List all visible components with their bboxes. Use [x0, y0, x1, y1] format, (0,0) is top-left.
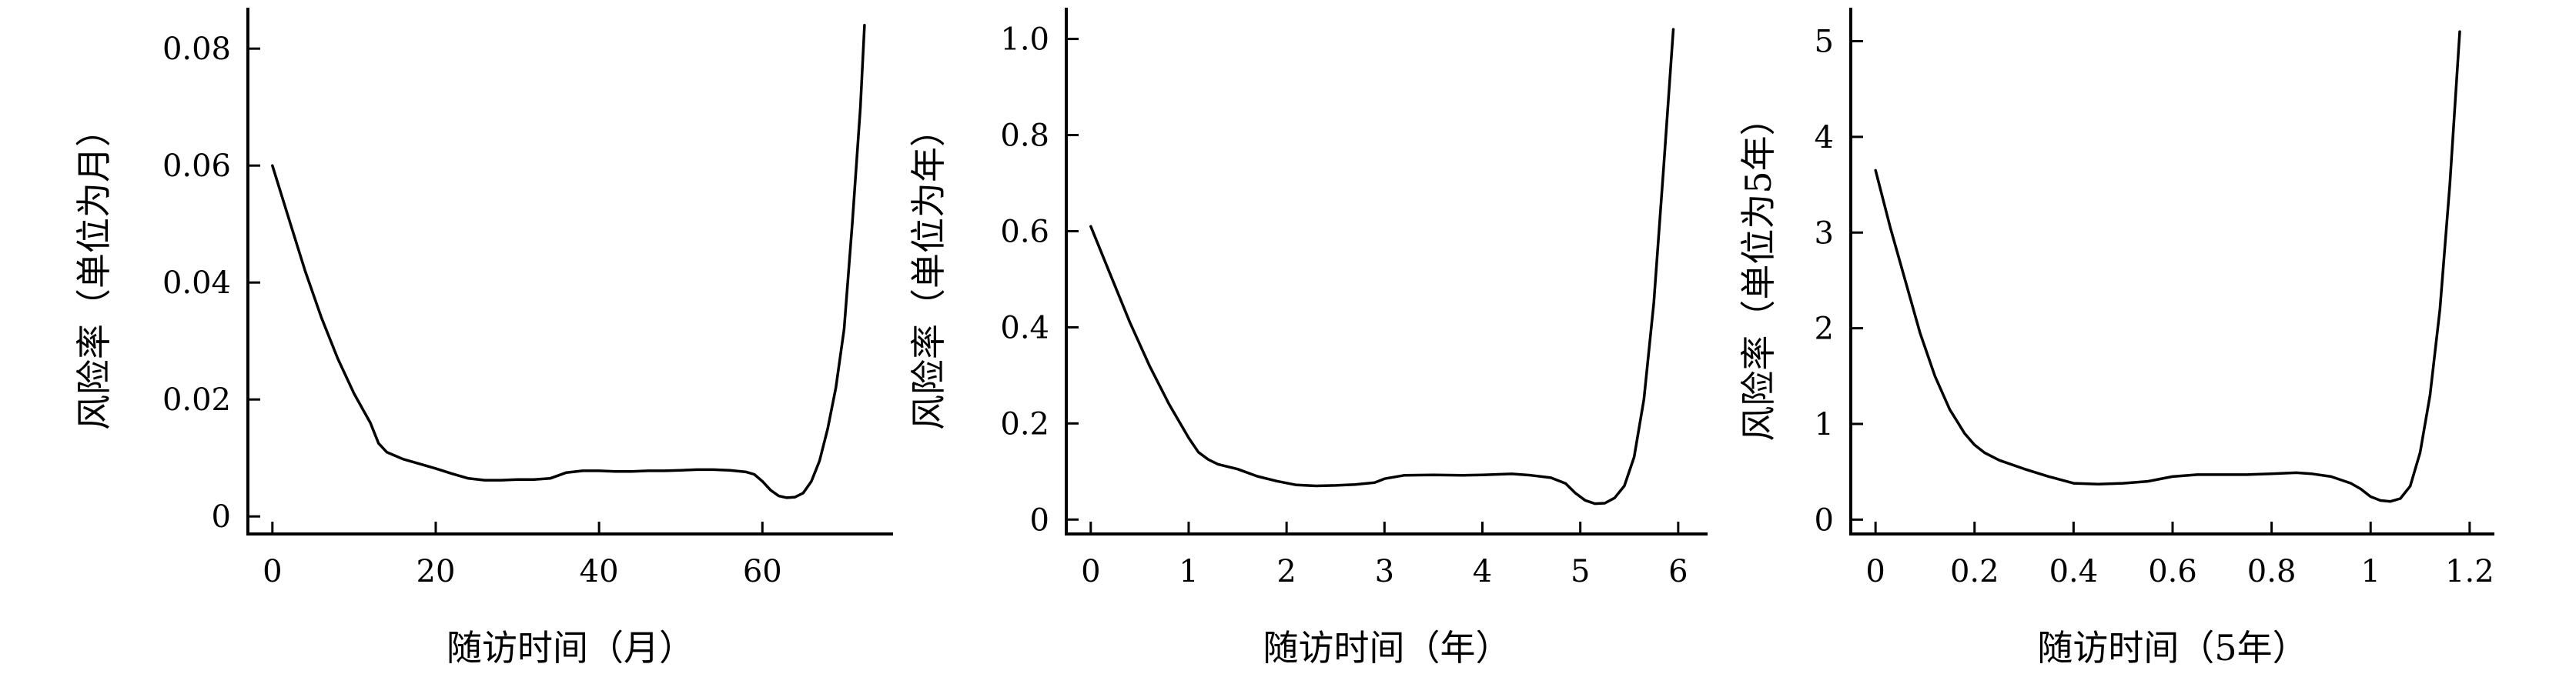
5years-y-tick-label: 0 — [1815, 502, 1834, 538]
years-y-tick-label: 0.8 — [1000, 118, 1049, 154]
5years-x-tick-label: 0.8 — [2247, 554, 2297, 589]
5years-hazard-curve — [1874, 30, 2461, 503]
years-x-tick-label: 2 — [1276, 554, 1296, 589]
5years-x-axis-title: 随访时间（5年） — [2037, 627, 2307, 669]
years-y-tick-label: 0.4 — [1000, 310, 1049, 345]
5years-x-tick-label: 0.4 — [2049, 554, 2099, 589]
years-y-tick-label: 0.6 — [1000, 214, 1049, 249]
years-x-tick-label: 0 — [1081, 554, 1100, 589]
years-y-axis-title: 风险率（单位为年） — [908, 112, 949, 430]
5years-y-axis-title: 风险率（单位为5年） — [1738, 100, 1779, 441]
years-y-tick-label: 0.2 — [1000, 406, 1049, 442]
5years-x-tick-label: 0.6 — [2148, 554, 2197, 589]
5years-y-tick-label: 4 — [1815, 120, 1834, 155]
5years-x-tick-label: 0 — [1865, 554, 1885, 589]
5years-y-tick-label: 3 — [1815, 215, 1834, 251]
years-x-tick-label: 3 — [1375, 554, 1394, 589]
years-hazard-curve — [1089, 28, 1675, 506]
years-x-tick-label: 5 — [1571, 554, 1590, 589]
chart-panel-months: 0 0.02 0.04 0.06 0.08 0 20 40 60 随访时间（月） 风险率（单位为月） — [73, 8, 893, 669]
months-x-tick-label: 0 — [263, 554, 282, 589]
months-x-axis-title: 随访时间（月） — [447, 627, 694, 669]
years-x-axis-title: 随访时间（年） — [1263, 627, 1511, 669]
5years-y-tick-label: 1 — [1815, 407, 1834, 442]
months-x-tick-label: 40 — [580, 554, 619, 589]
5years-x-tick-label: 1.2 — [2445, 554, 2494, 589]
5years-y-tick-label: 2 — [1815, 312, 1834, 347]
months-hazard-curve — [271, 24, 866, 499]
5years-x-tick-label: 0.2 — [1950, 554, 1999, 589]
months-y-tick-label: 0.08 — [162, 32, 231, 67]
months-axes — [246, 8, 893, 536]
months-y-tick-label: 0 — [212, 499, 231, 535]
months-y-tick-label: 0.04 — [162, 265, 231, 301]
years-y-tick-label: 0 — [1030, 502, 1049, 538]
years-x-tick-label: 6 — [1668, 554, 1688, 589]
months-x-tick-label: 20 — [417, 554, 456, 589]
5years-y-tick-label: 5 — [1815, 25, 1834, 60]
months-y-axis-title: 风险率（单位为月） — [73, 112, 115, 430]
months-y-tick-label: 0.02 — [162, 382, 231, 418]
years-y-tick-label: 1.0 — [1000, 22, 1049, 58]
chart-panel-5years: 0 1 2 3 4 5 0 0.2 0.4 0.6 0.8 1 1.2 随访时间（5年） 风险率（单位为5年… — [1738, 8, 2494, 669]
years-axes — [1065, 8, 1708, 536]
5years-axes — [1849, 8, 2494, 536]
5years-x-tick-label: 1 — [2361, 554, 2380, 589]
years-x-tick-label: 1 — [1179, 554, 1198, 589]
months-x-tick-label: 60 — [743, 554, 782, 589]
months-y-tick-label: 0.06 — [162, 148, 231, 184]
chart-panel-years: 0 0.2 0.4 0.6 0.8 1.0 0 1 2 3 4 5 6 随访时间（年） 风险率（单位为年） — [908, 8, 1708, 669]
years-x-tick-label: 4 — [1473, 554, 1492, 589]
